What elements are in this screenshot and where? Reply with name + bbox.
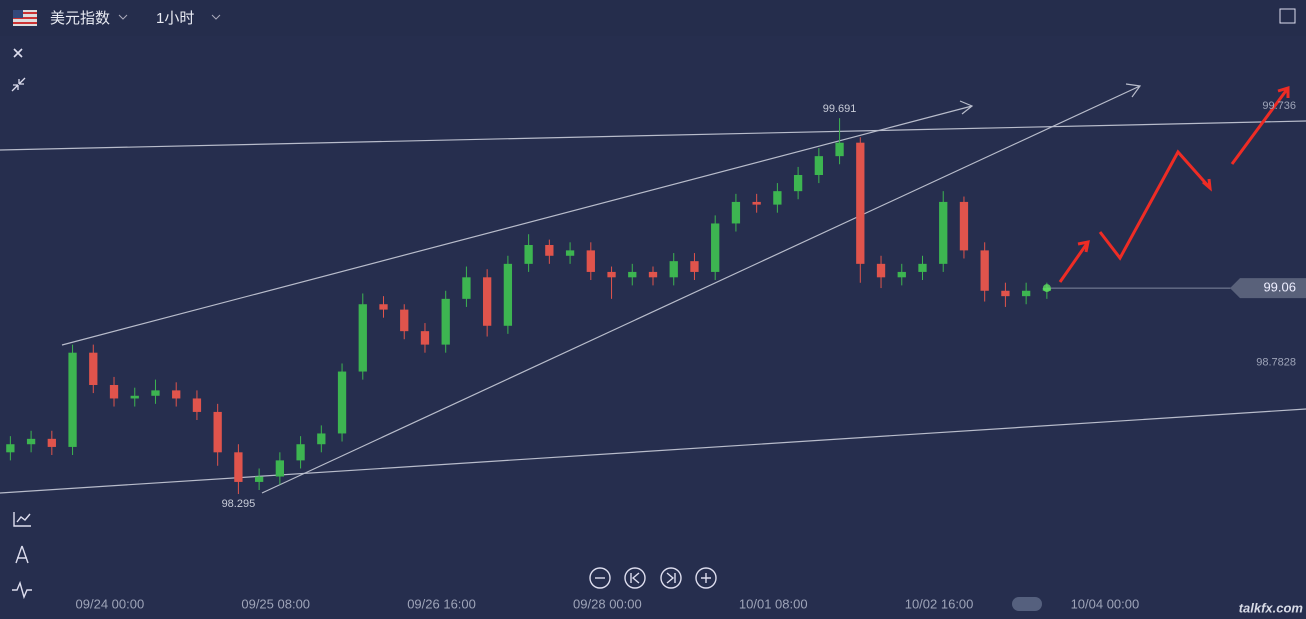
candle-body [400, 309, 409, 332]
candle-body [959, 201, 969, 251]
candle-body [47, 438, 56, 447]
start-button[interactable] [624, 567, 646, 589]
candle-body [234, 452, 243, 482]
candle-body [296, 444, 305, 461]
candle-body [358, 304, 367, 372]
draw-icon[interactable] [15, 545, 29, 564]
candle-body [420, 331, 430, 345]
candle-body [690, 261, 699, 272]
candle-body [1021, 290, 1031, 297]
candle-body [565, 250, 575, 256]
candle-body [109, 385, 119, 399]
candle-body [1001, 290, 1010, 297]
trend-lines [0, 83, 1306, 494]
candle-body [856, 142, 865, 264]
wave-icon[interactable] [12, 580, 32, 600]
flag-icon [13, 10, 37, 26]
zoom-out-button[interactable] [589, 567, 611, 589]
candle-body [379, 304, 388, 310]
candle-body [731, 201, 741, 224]
candle-body [213, 411, 222, 453]
interval[interactable]: 1小时 [156, 10, 194, 27]
current-price-tag [1230, 278, 1306, 299]
candle-body [752, 201, 761, 205]
candle-body [628, 271, 637, 278]
dropdown-icon[interactable] [211, 14, 221, 20]
indicator-icon[interactable] [13, 512, 31, 527]
x-tick-label: 10/01 08:00 [739, 596, 808, 611]
candle-body [192, 398, 202, 412]
dropdown-icon[interactable] [118, 14, 128, 20]
candle-body [275, 460, 285, 477]
y-tick-label: 98.7828 [1256, 357, 1296, 369]
candle-body [524, 245, 533, 264]
x-tick-label: 09/26 16:00 [407, 596, 476, 611]
candle-body [151, 390, 160, 396]
candle-body [483, 277, 492, 326]
candle-body [462, 277, 471, 299]
candle-body [711, 223, 720, 272]
candle-body [6, 444, 15, 453]
candle-body [503, 263, 513, 326]
zoom-in-button[interactable] [695, 567, 717, 589]
candle-body [980, 250, 989, 291]
x-tick-label: 09/24 00:00 [76, 596, 145, 611]
candle-body [68, 352, 77, 447]
candle-body [89, 352, 98, 385]
candle-body [172, 390, 181, 399]
candle-body [939, 201, 948, 264]
instrument[interactable]: 美元指数 [50, 10, 110, 27]
x-tick-label: 09/28 00:00 [573, 596, 642, 611]
close-icon[interactable] [13, 48, 23, 58]
shrink-icon[interactable] [11, 77, 26, 92]
candle-body [317, 433, 326, 445]
end-button[interactable] [660, 567, 682, 589]
candle-body [130, 395, 139, 399]
x-tick-label: 10/02 16:00 [905, 596, 974, 611]
candle-body [773, 191, 782, 205]
candle-body [648, 271, 658, 278]
high-label: 99.691 [823, 103, 857, 115]
watermark: talkfx.com [1239, 600, 1304, 615]
candle-body [814, 156, 823, 175]
candle-body [876, 263, 886, 278]
scroll-handle[interactable] [1012, 597, 1042, 611]
candle-body [897, 271, 906, 278]
current-price-dot [1042, 284, 1051, 293]
y-tick-label: 99.736 [1262, 100, 1296, 112]
candle-body [545, 245, 554, 256]
candle-body [26, 438, 36, 445]
candle-body [441, 298, 450, 345]
x-tick-label: 09/25 08:00 [241, 596, 310, 611]
candle-body [337, 371, 347, 434]
panel-icon[interactable] [1279, 8, 1296, 24]
candle-body [835, 142, 844, 157]
navigation-controls [589, 567, 717, 589]
forecast-arrows [1058, 85, 1290, 283]
low-label: 98.295 [222, 498, 256, 510]
candle-body [669, 261, 678, 278]
candle-body [254, 476, 264, 482]
candle-body [586, 250, 595, 272]
candle-body [607, 271, 616, 278]
x-tick-label: 10/04 00:00 [1071, 596, 1140, 611]
toolbar [0, 0, 1306, 36]
current-price-label: 99.06 [1263, 280, 1296, 295]
candle-body [918, 263, 927, 272]
candle-body [793, 175, 803, 192]
